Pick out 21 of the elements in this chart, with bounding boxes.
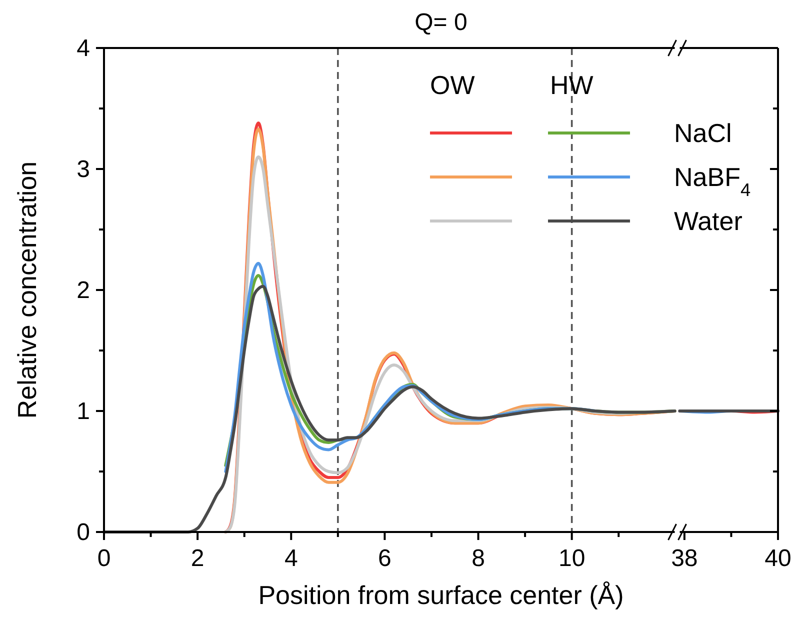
- x-axis-title: Position from surface center (Å): [258, 580, 624, 610]
- x-tick-label: 2: [190, 545, 204, 572]
- x-tick-label: 4: [284, 545, 298, 572]
- y-tick-label: 3: [76, 156, 90, 183]
- legend-label: NaCl: [674, 118, 732, 148]
- x-tick-label: 0: [97, 545, 111, 572]
- y-tick-label: 2: [76, 277, 90, 304]
- y-axis-title: Relative concentration: [12, 161, 42, 419]
- x-tick-label: 8: [472, 545, 485, 572]
- x-tick-label: 6: [378, 545, 392, 572]
- annotation: HW: [550, 70, 594, 100]
- legend-label: NaBF$_{4}$: [674, 162, 751, 200]
- y-tick-label: 4: [76, 35, 90, 62]
- y-tick-label: 0: [76, 519, 90, 546]
- x-tick-label: 38: [671, 545, 698, 572]
- chart-title: Q= 0: [414, 9, 468, 36]
- x-tick-label: 10: [558, 545, 586, 572]
- annotation: OW: [430, 70, 476, 100]
- x-tick-label: 40: [764, 545, 792, 572]
- legend-label: Water: [674, 206, 743, 236]
- y-tick-label: 1: [76, 398, 90, 425]
